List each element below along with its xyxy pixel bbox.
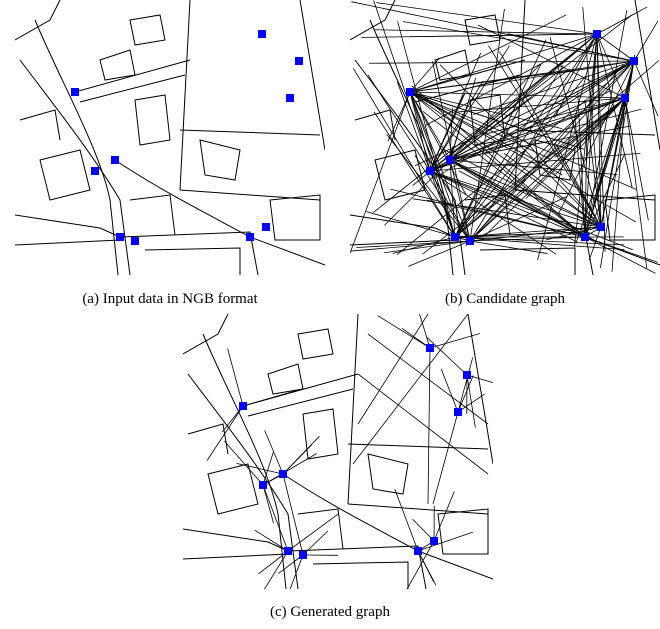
node xyxy=(239,402,247,410)
node xyxy=(406,88,414,96)
node xyxy=(430,537,438,545)
node xyxy=(426,167,434,175)
node xyxy=(286,94,294,102)
node xyxy=(259,481,267,489)
node xyxy=(426,344,434,352)
candidate-edge xyxy=(585,110,623,237)
generated-edge xyxy=(236,463,283,474)
node xyxy=(246,233,254,241)
node xyxy=(454,408,462,416)
generated-edge xyxy=(258,551,288,600)
figure: (a) Input data in NGB format (b) Candida… xyxy=(0,0,660,624)
generated-edge xyxy=(402,328,430,348)
generated-edge xyxy=(283,474,303,555)
node xyxy=(581,233,589,241)
generated-edge xyxy=(358,374,488,474)
panel-b xyxy=(350,0,660,275)
candidate-edge xyxy=(625,98,647,268)
candidate-edge xyxy=(625,98,648,220)
node xyxy=(466,237,474,245)
candidate-edge xyxy=(408,241,470,266)
generated-edge xyxy=(207,406,243,461)
node xyxy=(451,233,459,241)
generated-edge xyxy=(353,314,468,464)
generated-edge xyxy=(418,532,473,551)
node xyxy=(630,57,638,65)
caption: (c) Generated graph xyxy=(270,604,390,620)
node xyxy=(295,57,303,65)
panel-c xyxy=(183,291,519,617)
candidate-edge xyxy=(373,34,597,213)
node xyxy=(446,156,454,164)
node xyxy=(414,547,422,555)
node xyxy=(593,30,601,38)
node xyxy=(111,156,119,164)
caption: (a) Input data in NGB format xyxy=(82,291,258,307)
generated-edge xyxy=(265,430,283,474)
candidate-edge xyxy=(403,21,634,61)
generated-edge xyxy=(358,314,428,424)
node xyxy=(284,547,292,555)
candidate-edge xyxy=(634,21,658,61)
node xyxy=(116,233,124,241)
generated-edge xyxy=(395,489,418,551)
generated-edge xyxy=(428,348,430,504)
candidate-edge xyxy=(625,61,634,98)
node xyxy=(91,167,99,175)
generated-edge xyxy=(467,375,519,390)
node xyxy=(258,30,266,38)
node xyxy=(597,223,605,231)
node xyxy=(279,470,287,478)
node xyxy=(71,88,79,96)
generated-edge xyxy=(413,291,430,348)
candidate-edge xyxy=(375,30,597,34)
node xyxy=(299,551,307,559)
candidate-edge xyxy=(350,92,410,253)
candidate-edge xyxy=(410,34,597,37)
panel-a xyxy=(15,0,325,275)
node xyxy=(262,223,270,231)
generated-edge xyxy=(228,349,243,406)
candidate-edge xyxy=(368,75,430,171)
candidate-edge xyxy=(384,160,450,225)
node xyxy=(621,94,629,102)
caption: (b) Candidate graph xyxy=(445,291,565,307)
generated-edge xyxy=(378,316,430,348)
node xyxy=(131,237,139,245)
node xyxy=(463,371,471,379)
generated-edge xyxy=(433,412,458,504)
generated-edge xyxy=(434,491,454,541)
